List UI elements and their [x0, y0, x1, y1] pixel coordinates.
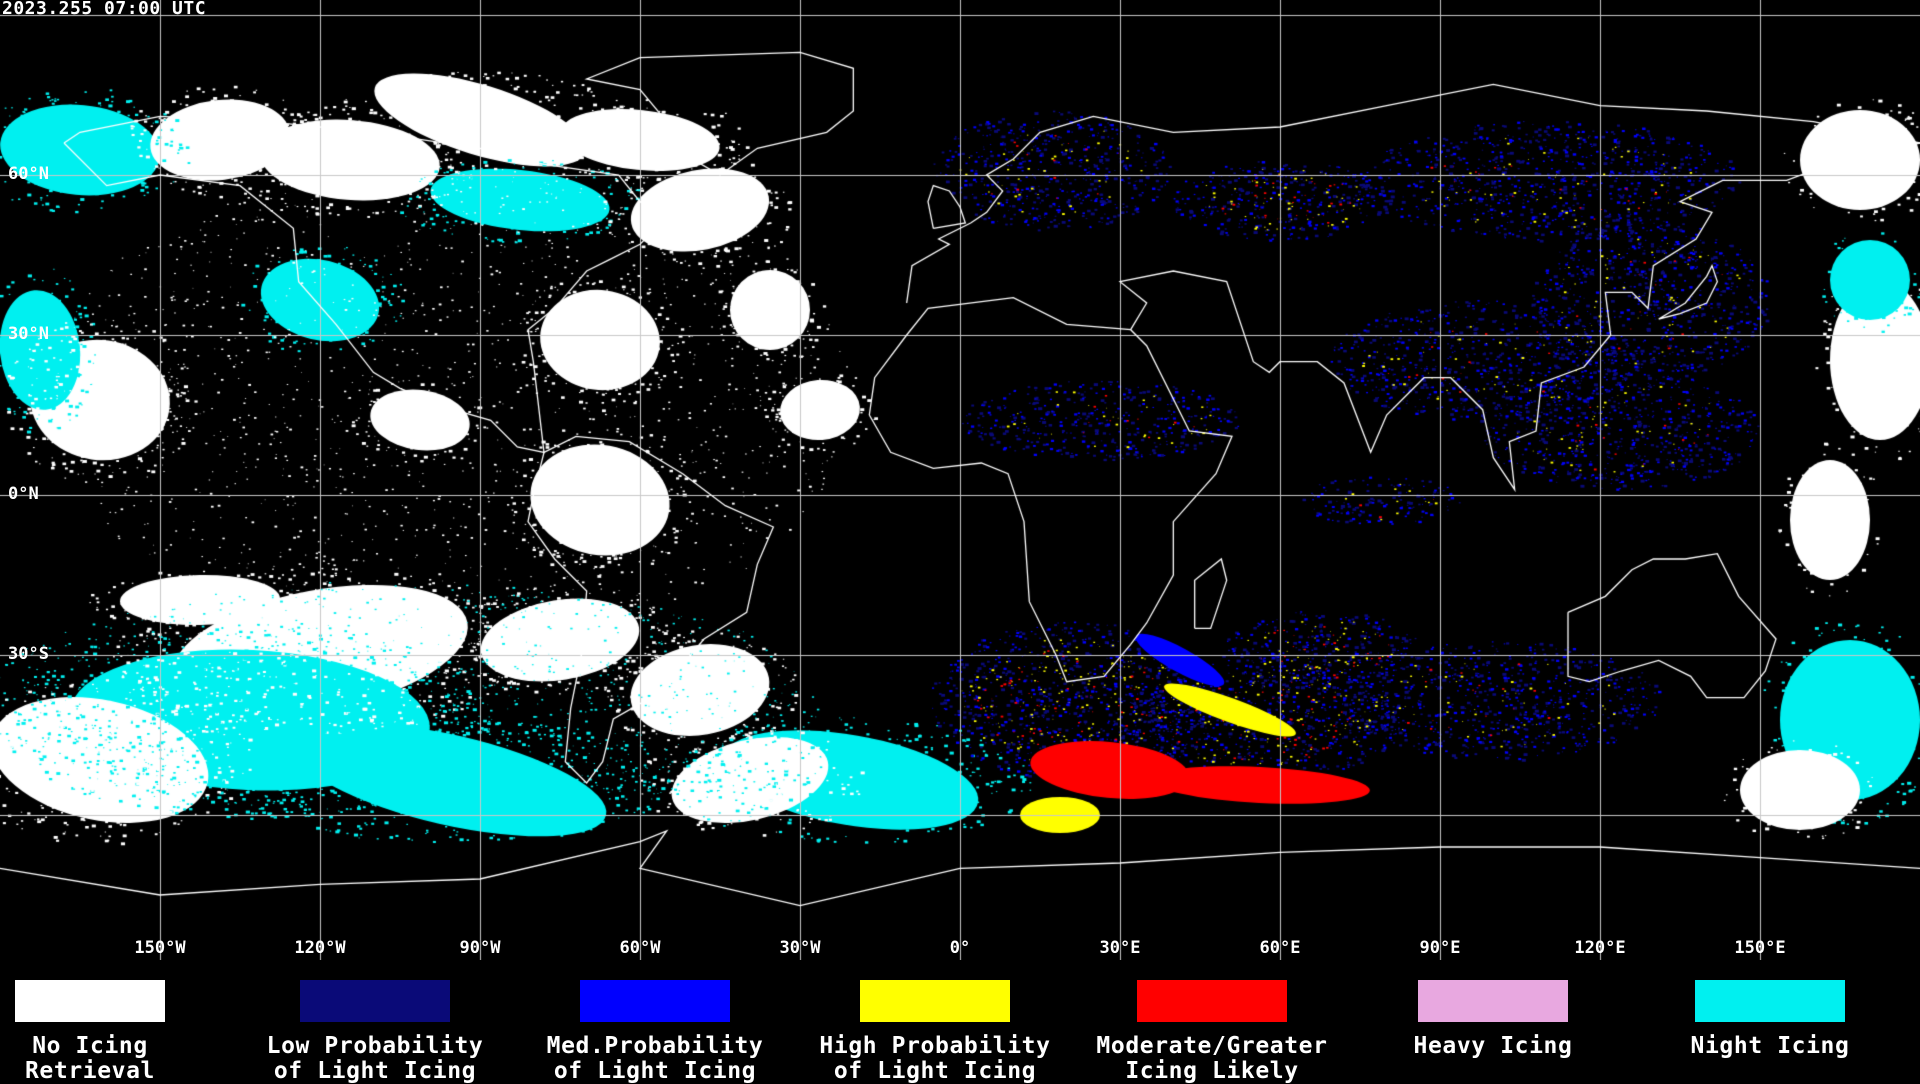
lat-label: 0°N [8, 484, 39, 504]
lon-label: 60°E [1259, 938, 1301, 958]
legend-item-med-probability: Med.Probability of Light Icing [515, 960, 795, 1084]
legend-label: Low Probability of Light Icing [266, 1033, 484, 1084]
lat-label: 60°N [8, 164, 49, 184]
legend: No Icing Retrieval Low Probability of Li… [0, 960, 1920, 1084]
legend-label: Night Icing [1690, 1033, 1850, 1059]
legend-label: Heavy Icing [1413, 1033, 1573, 1059]
lon-label: 150°W [134, 938, 186, 958]
lon-label: 150°E [1734, 938, 1786, 958]
timestamp: 2023.255 07:00 UTC [2, 0, 207, 19]
legend-swatch [1137, 980, 1287, 1022]
lon-label: 60°W [619, 938, 661, 958]
legend-swatch [860, 980, 1010, 1022]
legend-item-low-probability: Low Probability of Light Icing [235, 960, 515, 1084]
legend-item-moderate-greater: Moderate/Greater Icing Likely [1072, 960, 1352, 1084]
lon-label: 90°W [459, 938, 501, 958]
legend-label: Moderate/Greater Icing Likely [1096, 1033, 1328, 1084]
lon-label: 120°E [1574, 938, 1626, 958]
lon-label: 30°W [779, 938, 821, 958]
legend-label: No Icing Retrieval [24, 1033, 156, 1084]
lon-label: 30°E [1099, 938, 1141, 958]
legend-swatch [1418, 980, 1568, 1022]
legend-item-high-probability: High Probability of Light Icing [795, 960, 1075, 1084]
legend-swatch [300, 980, 450, 1022]
lon-label: 0° [949, 938, 971, 958]
legend-item-heavy-icing: Heavy Icing [1353, 960, 1633, 1059]
legend-item-no-icing: No Icing Retrieval [0, 960, 230, 1084]
legend-swatch [580, 980, 730, 1022]
icing-map [0, 0, 1920, 960]
legend-label: Med.Probability of Light Icing [546, 1033, 764, 1084]
legend-label: High Probability of Light Icing [819, 1033, 1051, 1084]
legend-swatch [1695, 980, 1845, 1022]
lat-label: 30°S [8, 644, 49, 664]
lon-label: 120°W [294, 938, 346, 958]
lat-label: 30°N [8, 324, 49, 344]
lon-label: 90°E [1419, 938, 1461, 958]
legend-swatch [15, 980, 165, 1022]
legend-item-night-icing: Night Icing [1630, 960, 1910, 1059]
